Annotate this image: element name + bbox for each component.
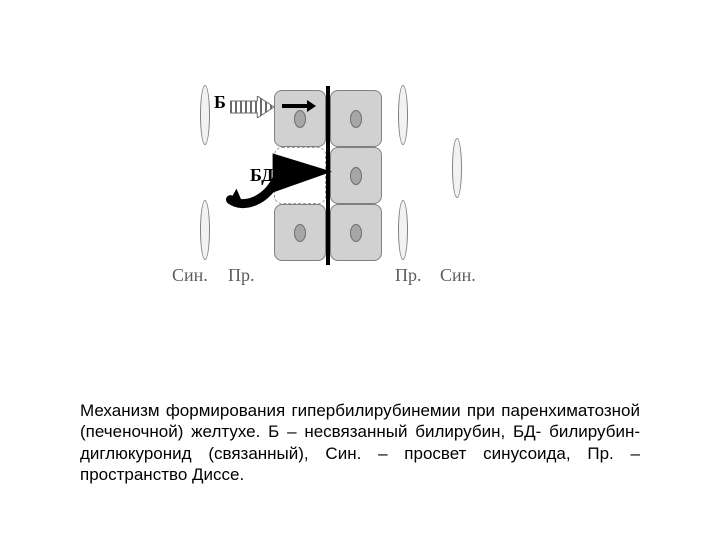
label-pr1: Пр.	[228, 265, 255, 286]
label-pr2: Пр.	[395, 265, 422, 286]
label-sin1: Син.	[172, 265, 208, 286]
arrow-bd-regurgitation-icon	[224, 145, 332, 215]
sinusoid-ellipse	[398, 85, 408, 145]
arrow-b-entry-icon	[230, 96, 274, 118]
caption-text: Механизм формирования гипербилирубинемии…	[80, 400, 640, 485]
hepatocyte-nucleus	[350, 110, 362, 128]
canvas: ББДСин.Пр.Пр.Син. Механизм формирования …	[0, 0, 720, 540]
hepatocyte-nucleus	[294, 224, 306, 242]
sinusoid-ellipse	[452, 138, 462, 198]
label-sin2: Син.	[440, 265, 476, 286]
hepatocyte-nucleus	[350, 167, 362, 185]
arrow-into-cell-icon	[280, 98, 316, 114]
diagram: ББДСин.Пр.Пр.Син.	[170, 90, 510, 300]
sinusoid-ellipse	[200, 200, 210, 260]
sinusoid-ellipse	[398, 200, 408, 260]
label-b: Б	[214, 92, 226, 113]
sinusoid-ellipse	[200, 85, 210, 145]
hepatocyte-nucleus	[350, 224, 362, 242]
